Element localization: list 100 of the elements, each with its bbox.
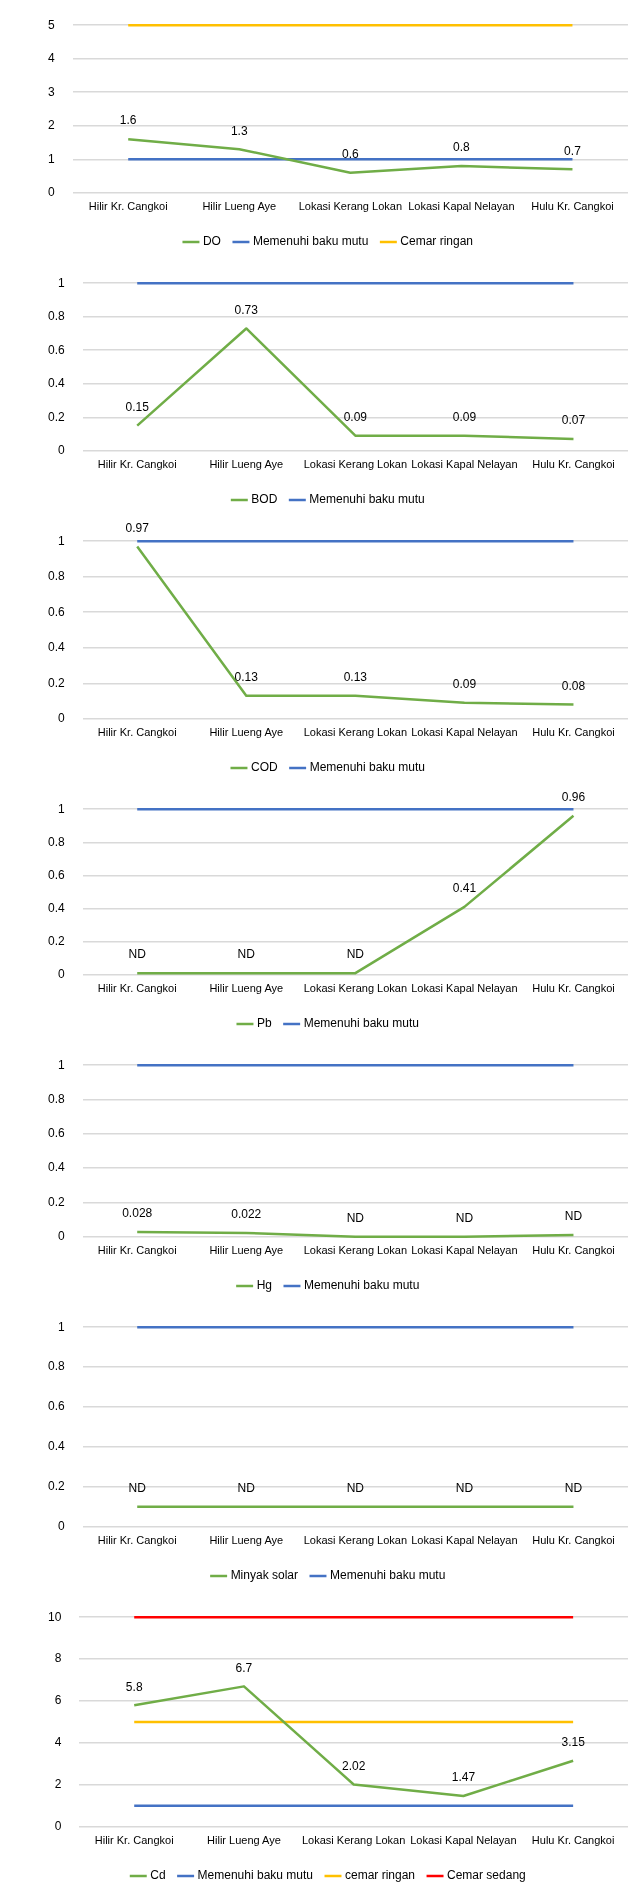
y-tick-label: 0 [57,1519,65,1534]
x-tick-label: Hilir Lueng Aye [209,982,284,995]
data-label: 0.13 [234,670,259,685]
x-tick-label: Hilir Kr. Cangkoi [88,200,168,213]
y-tick-label: 0 [57,1229,65,1244]
y-tick-label: 0 [47,185,55,200]
x-tick-label: Hilir Lueng Aye [209,726,284,739]
y-tick-label: 0.2 [47,933,65,948]
legend-label: COD [250,760,278,775]
y-tick-label: 0.4 [47,376,65,391]
data-label: ND [455,1481,474,1496]
legend-label: Memenuhi baku mutu [329,1568,446,1583]
data-label: ND [564,1209,583,1224]
y-tick-label: 0.6 [47,342,65,357]
data-label: 1.3 [230,123,248,138]
y-tick-label: 0 [54,1819,62,1834]
y-tick-label: 4 [54,1735,62,1750]
x-tick-label: Hilir Lueng Aye [202,200,277,213]
data-label: 0.09 [343,410,368,425]
legend-label: Memenuhi baku mutu [252,234,369,249]
data-label: ND [346,1211,365,1226]
x-tick-label: Hulu Kr. Cangkoi [532,1244,615,1257]
x-tick-label: Lokasi Kapal Nelayan [411,726,518,739]
y-tick-label: 10 [47,1609,62,1624]
legend-label: Pb [256,1016,272,1031]
data-label: 0.7 [564,143,582,158]
data-label: 0.09 [452,677,477,692]
y-tick-label: 0.6 [47,604,65,619]
y-tick-label: 0.6 [47,1399,65,1414]
data-label: 0.73 [234,302,259,317]
y-tick-label: 0.8 [47,569,65,584]
data-label: 0.41 [452,881,477,896]
data-label: 0.09 [452,410,477,425]
data-label: 0.08 [561,678,586,693]
data-label: ND [346,1481,365,1496]
x-tick-label: Hilir Lueng Aye [209,1244,284,1257]
x-tick-label: Lokasi Kerang Lokan [303,458,408,471]
data-label: 0.022 [231,1207,262,1222]
data-label: 0.15 [125,399,150,414]
y-tick-label: 0.4 [47,640,65,655]
data-label: ND [128,1481,147,1496]
y-tick-label: 0 [57,967,65,982]
y-tick-label: 3 [47,84,55,99]
data-label: ND [237,1481,256,1496]
data-label: 0.07 [561,413,586,428]
y-tick-label: 6 [54,1693,62,1708]
y-tick-label: 0.8 [47,309,65,324]
x-tick-label: Hilir Lueng Aye [207,1834,281,1847]
x-tick-label: Lokasi Kerang Lokan [298,200,403,213]
data-label: 2.02 [341,1758,366,1773]
x-tick-label: Lokasi Kapal Nelayan [411,1244,518,1257]
x-tick-label: Lokasi Kapal Nelayan [411,1534,518,1547]
legend-label: Cemar ringan [400,234,474,249]
legend-label: Memenuhi baku mutu [303,1278,420,1293]
x-tick-label: Hulu Kr. Cangkoi [531,200,614,213]
data-label: ND [564,1481,583,1496]
x-tick-label: Hulu Kr. Cangkoi [532,982,615,995]
legend-label: Cemar sedang [447,1868,526,1883]
y-tick-label: 1 [57,801,65,816]
y-tick-label: 0.4 [47,1439,65,1454]
data-label: 1.6 [119,113,137,128]
y-tick-label: 1 [57,1057,65,1072]
data-label: 6.7 [235,1660,253,1675]
y-tick-label: 1 [57,1319,65,1334]
y-tick-label: 0 [57,443,65,458]
y-tick-label: 0.2 [47,1194,65,1209]
data-label: 1.47 [451,1770,476,1785]
x-tick-label: Hulu Kr. Cangkoi [532,458,615,471]
data-label: 5.8 [125,1679,143,1694]
y-tick-label: 0.8 [47,1091,65,1106]
x-tick-label: Hulu Kr. Cangkoi [531,1834,615,1847]
y-tick-label: 2 [47,118,55,133]
legend-label: Hg [256,1278,272,1293]
legend-label: Memenuhi baku mutu [309,760,426,775]
x-tick-label: Hilir Lueng Aye [209,1534,284,1547]
legend-label: Minyak solar [230,1568,298,1583]
x-tick-label: Lokasi Kapal Nelayan [411,458,518,471]
legend-label: Cd [150,1868,166,1883]
y-tick-label: 0.8 [47,834,65,849]
data-label: ND [128,947,147,962]
legend-label: Memenuhi baku mutu [197,1868,314,1883]
x-tick-label: Lokasi Kerang Lokan [303,982,408,995]
y-tick-label: 1 [47,151,55,166]
y-tick-label: 0.2 [47,1479,65,1494]
y-tick-label: 0.4 [47,900,65,915]
data-label: 0.96 [561,790,586,805]
y-tick-label: 0.8 [47,1359,65,1374]
data-label: ND [346,947,365,962]
y-tick-label: 0 [57,711,65,726]
legend-label: Memenuhi baku mutu [303,1016,420,1031]
x-tick-label: Hilir Lueng Aye [209,458,284,471]
y-tick-label: 8 [54,1651,62,1666]
data-label: 0.6 [341,147,359,161]
y-tick-label: 0.4 [47,1160,65,1175]
x-tick-label: Lokasi Kerang Lokan [301,1834,406,1847]
x-tick-label: Lokasi Kerang Lokan [303,726,408,739]
x-tick-label: Hulu Kr. Cangkoi [532,726,615,739]
x-tick-label: Hilir Kr. Cangkoi [97,458,177,471]
data-label: 0.13 [343,670,368,685]
x-tick-label: Hilir Kr. Cangkoi [97,1534,177,1547]
